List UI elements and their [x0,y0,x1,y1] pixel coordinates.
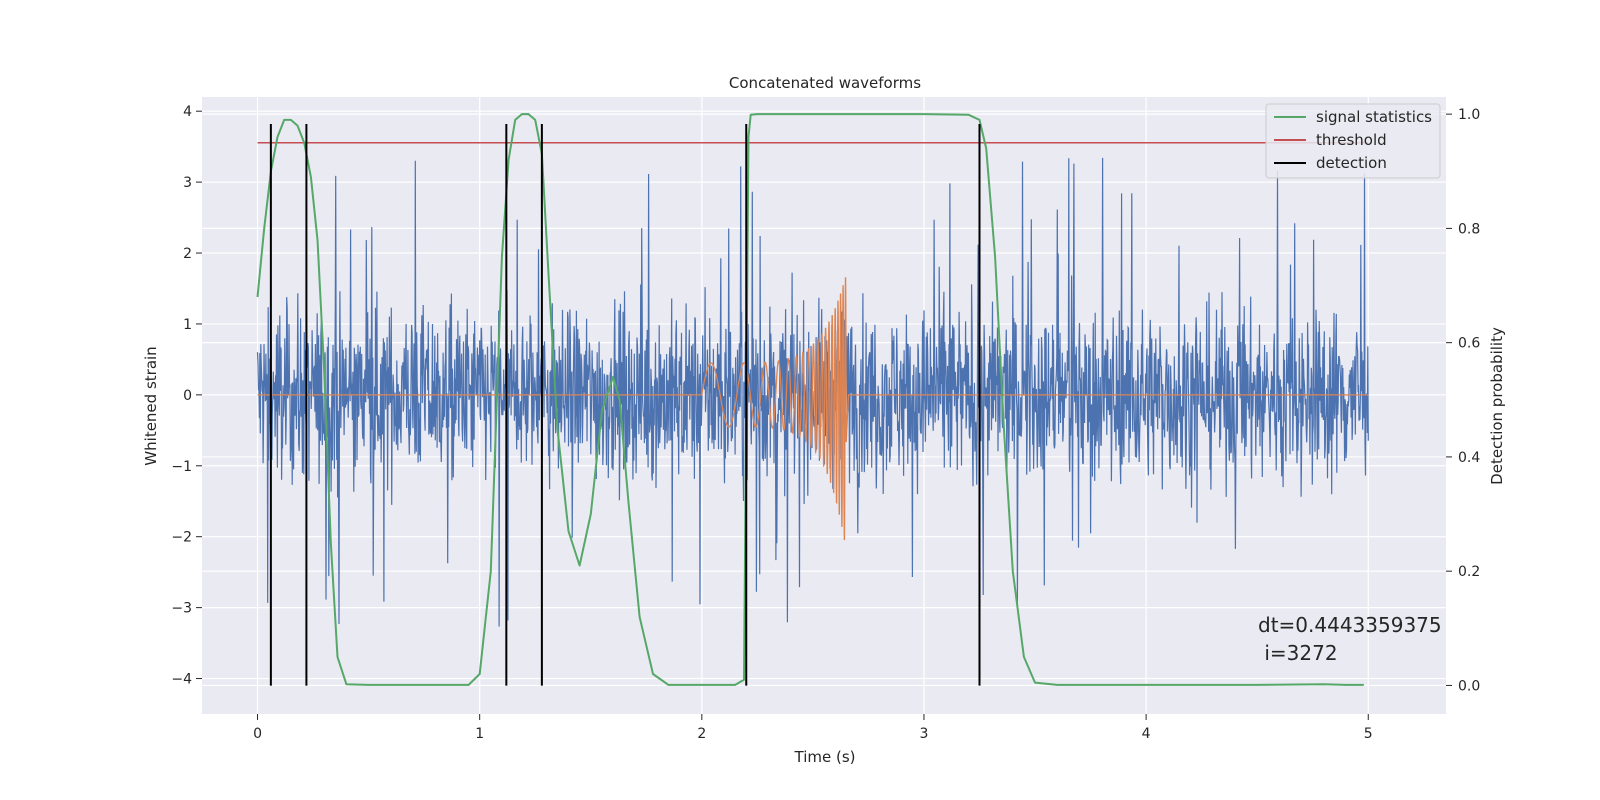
y-right-tick-label: 0.0 [1458,678,1480,694]
x-tick-label: 2 [697,726,706,742]
y-right-tick-label: 1.0 [1458,107,1480,123]
x-axis-label: Time (s) [794,748,856,766]
y-left-tick-label: 3 [183,175,192,191]
y-left-tick-label: 2 [183,246,192,262]
x-tick-label: 3 [920,726,929,742]
y-left-tick-label: −2 [171,530,192,546]
legend-label-signal-statistics: signal statistics [1316,108,1432,126]
chirp-series [257,277,1369,541]
y-right-tick-label: 0.6 [1458,336,1480,352]
y-right-tick-label: 0.4 [1458,450,1480,466]
annotation-i: i=3272 [1258,641,1338,665]
x-tick-label: 0 [253,726,262,742]
legend-label-detection: detection [1316,154,1387,172]
y-left-tick-label: 4 [183,104,192,120]
legend-box [1265,103,1441,179]
signal-statistics-series [256,113,1364,686]
legend-label-threshold: threshold [1316,131,1387,149]
y-right-tick-label: 0.2 [1458,564,1480,580]
x-tick-label: 4 [1142,726,1151,742]
y-left-tick-label: 0 [183,388,192,404]
legend: signal statistics threshold detection [1265,103,1441,179]
axis-ticks: 0 1 2 3 4 5 −4 −3 −2 −1 0 1 2 3 4 0.0 0.2 0.4 0.6 0.8 1.0 [171,104,1480,742]
y-axis-label-left: Whitened strain [142,346,160,465]
x-tick-label: 1 [475,726,484,742]
signal-statistics-line [256,113,1364,686]
y-axis-label-right: Detection probability [1488,327,1506,485]
chirp-line [257,277,1369,541]
annotation-dt: dt=0.4443359375 [1258,613,1442,637]
y-left-tick-label: −4 [171,672,192,688]
x-tick-label: 5 [1364,726,1373,742]
y-left-tick-label: −1 [171,459,192,475]
y-right-tick-label: 0.8 [1458,221,1480,237]
y-left-tick-label: 1 [183,317,192,333]
chart-title: Concatenated waveforms [729,74,921,92]
y-left-tick-label: −3 [171,601,192,617]
detection-series [269,123,981,686]
